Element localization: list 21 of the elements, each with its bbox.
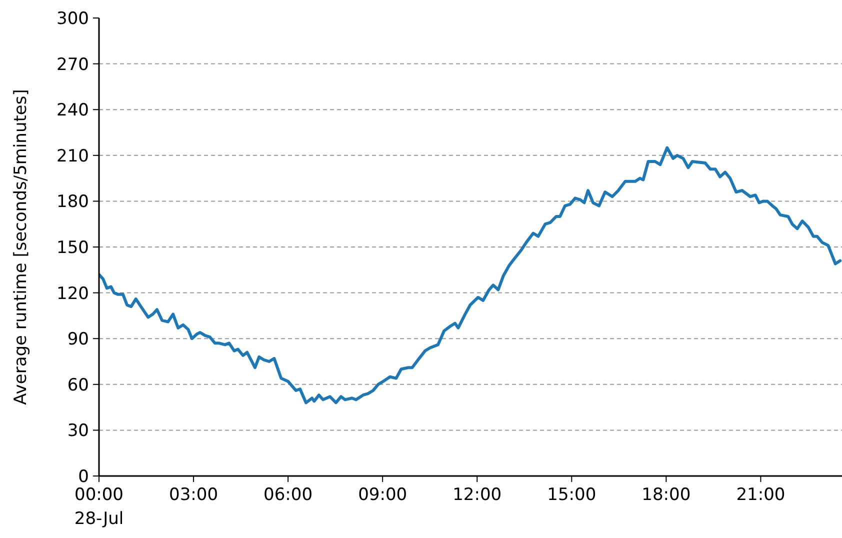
x-tick-label: 06:00 [264,485,313,505]
x-tick-label: 00:00 28-Jul [74,485,124,529]
line-series [99,146,842,404]
y-axis-title: Average runtime [seconds/5minutes] [11,89,31,405]
y-tick-label: 210 [56,146,89,166]
y-tick-label: 240 [56,100,89,121]
x-tick-label: 12:00 [452,485,502,505]
y-tick-label: 180 [56,192,89,212]
y-tick-label: 120 [56,284,89,304]
x-tick-label: 09:00 [358,485,408,505]
y-tick-label: 270 [56,54,89,75]
x-tick-label: 21:00 [736,485,786,505]
x-tick-label: 18:00 [642,485,691,505]
y-tick-label: 0 [78,466,89,487]
y-tick-label: 300 [56,8,89,29]
x-tick-label: 03:00 [169,485,218,505]
y-tick-label: 30 [67,421,89,442]
y-tick-label: 90 [67,330,89,350]
x-tick-label: 15:00 [547,485,596,505]
y-tick-label: 60 [67,375,89,396]
y-tick-label: 150 [56,238,89,258]
